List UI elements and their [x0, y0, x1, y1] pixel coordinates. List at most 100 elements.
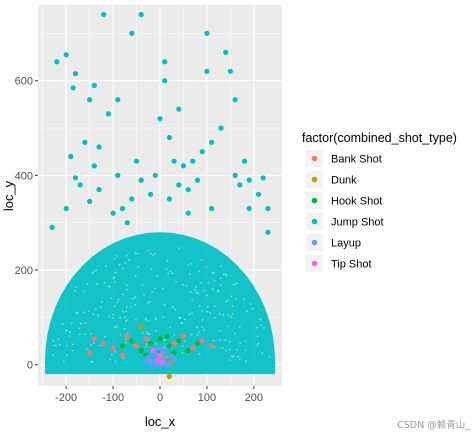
cloud-texture: [189, 313, 191, 315]
jump-shot-point: [209, 140, 214, 145]
cloud-texture: [232, 313, 234, 315]
cloud-texture: [245, 360, 247, 362]
cloud-texture: [200, 282, 202, 284]
cloud-texture: [145, 319, 147, 321]
cloud-texture: [269, 356, 271, 358]
cloud-texture: [134, 297, 136, 299]
cloud-texture: [162, 288, 164, 290]
cloud-texture: [147, 320, 149, 322]
bank-shot-point: [125, 334, 130, 339]
cloud-texture: [220, 266, 222, 268]
legend-swatch-jump-shot: [312, 219, 318, 225]
jump-shot-point: [129, 31, 134, 36]
jump-shot-point: [195, 178, 200, 183]
cloud-texture: [229, 359, 231, 361]
cloud-texture: [223, 274, 225, 276]
jump-shot-point: [181, 163, 186, 168]
jump-shot-point: [157, 116, 162, 121]
cloud-texture: [225, 273, 227, 275]
cloud-texture: [243, 299, 245, 301]
jump-shot-point: [237, 182, 242, 187]
cloud-texture: [53, 344, 55, 346]
cloud-texture: [135, 319, 137, 321]
bank-shot-point: [111, 346, 116, 351]
legend-label-hook-shot: Hook Shot: [331, 196, 382, 208]
cloud-texture: [181, 323, 183, 325]
cloud-texture: [125, 262, 127, 264]
cloud-texture: [236, 349, 238, 351]
jump-shot-point: [218, 126, 223, 131]
cloud-texture: [220, 284, 222, 286]
cloud-texture: [69, 331, 71, 333]
cloud-texture: [100, 345, 102, 347]
cloud-texture: [119, 317, 121, 319]
cloud-texture: [91, 361, 93, 363]
cloud-texture: [59, 344, 61, 346]
cloud-texture: [174, 334, 176, 336]
cloud-texture: [104, 282, 106, 284]
jump-shot-point: [78, 182, 83, 187]
bank-shot-point: [143, 336, 148, 341]
cloud-texture: [74, 290, 76, 292]
jump-shot-point: [247, 178, 252, 183]
cloud-texture: [125, 342, 127, 344]
cloud-texture: [188, 264, 190, 266]
cloud-texture: [147, 250, 149, 252]
bank-shot-point: [134, 343, 139, 348]
y-tick-label: 0: [27, 360, 33, 372]
jump-shot-point: [176, 182, 181, 187]
cloud-texture: [90, 344, 92, 346]
jump-shot-point: [228, 69, 233, 74]
cloud-texture: [116, 255, 118, 257]
tip-shot-point: [157, 353, 162, 358]
cloud-texture: [182, 284, 184, 286]
dunk-point: [167, 374, 172, 379]
hook-shot-point: [148, 341, 153, 346]
jump-shot-point: [176, 107, 181, 112]
cloud-texture: [172, 272, 174, 274]
layup-point: [163, 348, 168, 353]
hook-shot-point: [176, 338, 181, 343]
cloud-texture: [169, 327, 171, 329]
cloud-texture: [147, 333, 149, 335]
watermark: CSDN @赖青山_: [397, 419, 470, 431]
cloud-texture: [109, 358, 111, 360]
jump-shot-point: [64, 206, 69, 211]
jump-shot-point: [101, 12, 106, 17]
cloud-texture: [163, 316, 165, 318]
cloud-texture: [212, 288, 214, 290]
bank-shot-point: [87, 350, 92, 355]
jump-shot-point: [167, 135, 172, 140]
cloud-texture: [111, 354, 113, 356]
legend-swatch-layup: [312, 240, 318, 246]
cloud-texture: [109, 285, 111, 287]
cloud-texture: [190, 263, 192, 265]
cloud-texture: [147, 302, 149, 304]
tip-shot-point: [160, 360, 165, 365]
cloud-texture: [87, 283, 89, 285]
cloud-texture: [157, 276, 159, 278]
legend-swatch-hook-shot: [312, 198, 318, 204]
jump-shot-point: [120, 206, 125, 211]
jump-shot-point: [54, 59, 59, 64]
cloud-texture: [124, 328, 126, 330]
cloud-texture: [114, 305, 116, 307]
cloud-texture: [114, 326, 116, 328]
jump-shot-point: [71, 85, 76, 90]
cloud-texture: [91, 333, 93, 335]
jump-shot-point: [96, 187, 101, 192]
y-tick-label: 400: [15, 170, 33, 182]
cloud-texture: [245, 340, 247, 342]
tip-shot-point: [150, 348, 155, 353]
jump-shot-point: [87, 199, 92, 204]
cloud-texture: [217, 290, 219, 292]
jump-shot-point: [247, 206, 252, 211]
cloud-texture: [135, 275, 137, 277]
cloud-texture: [172, 306, 174, 308]
legend-swatch-bank-shot: [312, 156, 318, 162]
cloud-texture: [250, 303, 252, 305]
cloud-texture: [101, 301, 103, 303]
legend-label-jump-shot: Jump Shot: [331, 217, 384, 229]
cloud-texture: [252, 308, 254, 310]
